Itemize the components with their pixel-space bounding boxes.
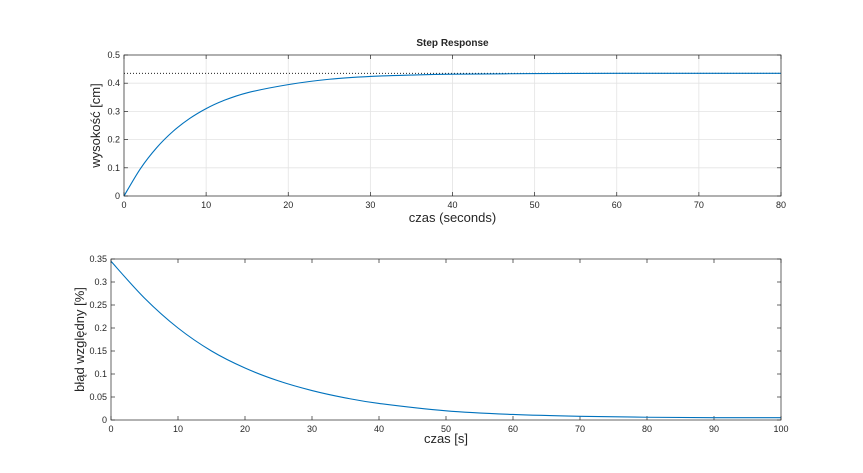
x-tick-label: 10 — [201, 200, 211, 210]
x-tick-label: 0 — [108, 424, 113, 434]
y-tick-label: 0 — [115, 191, 120, 201]
y-axis-label: błąd względny [%] — [72, 287, 87, 392]
x-tick-label: 40 — [447, 200, 457, 210]
x-tick-label: 20 — [240, 424, 250, 434]
y-tick-label: 0.3 — [94, 277, 107, 287]
x-tick-label: 10 — [173, 424, 183, 434]
x-tick-label: 60 — [508, 424, 518, 434]
axes-frame — [110, 258, 782, 421]
y-tick-label: 0.35 — [89, 254, 107, 264]
y-tick-label: 0.05 — [89, 392, 107, 402]
y-tick-label: 0.15 — [89, 346, 107, 356]
tick-labels: 0 10 20 30 40 50 60 70 80 0 0.1 0.2 0.3 0.4 0.5 — [107, 50, 786, 210]
relative-error-chart: 0 10 20 30 40 50 60 70 80 90 100 0 0.05 0.1 0.15 0.2 0.2… — [72, 254, 789, 446]
x-tick-label: 60 — [612, 200, 622, 210]
series — [110, 260, 782, 419]
y-tick-label: 0.2 — [94, 323, 107, 333]
series-line — [123, 72, 781, 197]
y-tick-label: 0.4 — [107, 78, 120, 88]
y-tick-label: 0.2 — [107, 135, 120, 145]
x-tick-label: 80 — [776, 200, 786, 210]
x-tick-label: 0 — [121, 200, 126, 210]
x-axis-label: czas [s] — [424, 431, 468, 446]
y-axis-label: wysokość [cm] — [88, 83, 103, 169]
grid — [123, 54, 782, 197]
x-tick-label: 70 — [575, 424, 585, 434]
series — [123, 72, 781, 197]
x-tick-label: 50 — [530, 200, 540, 210]
step-response-chart: 0 10 20 30 40 50 60 70 80 0 0.1 0.2 0.3 0.4 0.5 Step R… — [88, 38, 786, 225]
axes-frame — [123, 54, 782, 197]
x-tick-label: 40 — [374, 424, 384, 434]
y-tick-label: 0 — [102, 415, 107, 425]
y-tick-label: 0.1 — [107, 163, 120, 173]
y-tick-label: 0.25 — [89, 300, 107, 310]
y-tick-label: 0.3 — [107, 106, 120, 116]
tick-labels: 0 10 20 30 40 50 60 70 80 90 100 0 0.05 0.1 0.15 0.2 0.2… — [89, 254, 788, 434]
chart-title: Step Response — [416, 38, 489, 49]
series-line — [110, 260, 782, 419]
x-axis-label: czas (seconds) — [409, 210, 496, 225]
x-tick-label: 90 — [709, 424, 719, 434]
x-tick-label: 100 — [773, 424, 788, 434]
y-tick-label: 0.1 — [94, 369, 107, 379]
x-tick-label: 70 — [694, 200, 704, 210]
x-tick-label: 80 — [642, 424, 652, 434]
x-tick-label: 20 — [283, 200, 293, 210]
x-tick-label: 30 — [307, 424, 317, 434]
ticks — [110, 258, 782, 421]
x-tick-label: 50 — [441, 424, 451, 434]
x-tick-label: 30 — [365, 200, 375, 210]
y-tick-label: 0.5 — [107, 50, 120, 60]
